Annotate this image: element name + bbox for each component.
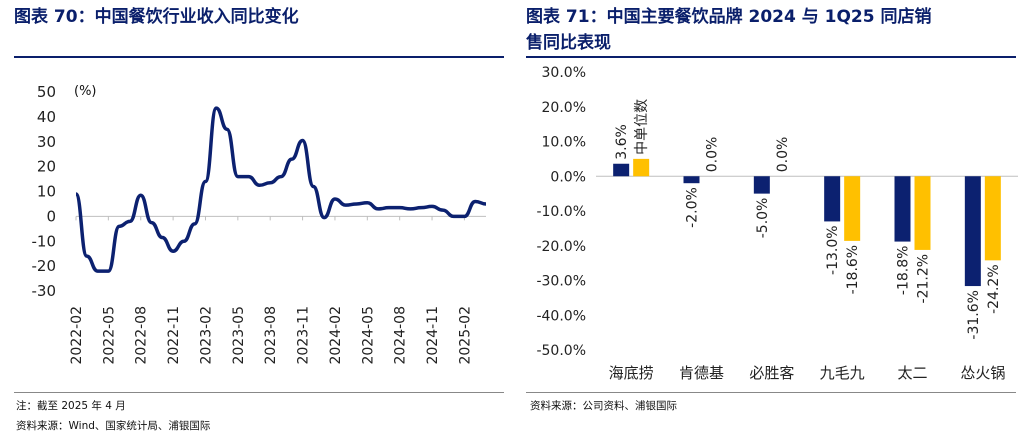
left-y-tick-label: 50 xyxy=(37,83,56,101)
right-bar-2024 xyxy=(824,176,841,222)
left-note-rule xyxy=(14,392,504,393)
left-y-tick-label: -30 xyxy=(32,282,57,300)
left-y-tick-label: 40 xyxy=(37,108,56,126)
right-y-tick-label: -40.0% xyxy=(536,308,586,324)
left-x-tick-label: 2023-11 xyxy=(296,306,312,365)
right-bar-label-1q25: 0.0% xyxy=(775,137,791,173)
right-bar-chart: 30.0% 20.0% 10.0% 0.0% -10.0% -20.0% -30.0% -40… xyxy=(536,65,1018,382)
left-chart-title: 图表 70：中国餐饮行业收入同比变化 xyxy=(14,4,299,30)
right-y-tick-label: -10.0% xyxy=(536,204,586,220)
right-bar-2024 xyxy=(753,176,770,194)
right-bar-label-1q25: -24.2% xyxy=(986,264,1002,314)
right-bar-1q25 xyxy=(844,176,861,241)
right-note-rule xyxy=(526,392,1016,393)
right-chart-title-tag: 图表 71： xyxy=(526,7,607,27)
right-bar-label-1q25: 中单位数 xyxy=(634,99,650,155)
left-x-tick-label: 2023-05 xyxy=(231,306,247,365)
right-y-tick-label: 0.0% xyxy=(550,169,586,185)
left-x-tick-label: 2022-08 xyxy=(134,306,150,365)
left-source: 资料来源：Wind、国家统计局、浦银国际 xyxy=(16,420,211,432)
left-y-tick-label: -20 xyxy=(32,257,57,275)
right-bar-label-2024: -2.0% xyxy=(685,187,701,228)
right-bar-label-2024: -18.8% xyxy=(896,246,912,296)
right-category-label: 海底捞 xyxy=(609,364,654,382)
left-x-tick-label: 2022-05 xyxy=(101,306,117,365)
left-y-tick-label: 0 xyxy=(46,207,56,225)
left-x-tick-label: 2024-08 xyxy=(393,306,409,365)
left-x-tick-label: 2024-02 xyxy=(328,306,344,365)
left-y-tick-label: 10 xyxy=(37,183,56,201)
right-source: 资料来源：公司资料、浦银国际 xyxy=(530,400,677,412)
right-title-rule xyxy=(526,56,1016,58)
right-bar-1q25 xyxy=(633,158,650,177)
left-note: 注：截至 2025 年 4 月 xyxy=(16,400,126,412)
right-y-tick-label: -50.0% xyxy=(536,343,586,359)
right-category-label: 必胜客 xyxy=(749,364,794,382)
left-x-tick-label: 2025-02 xyxy=(457,306,473,365)
left-chart-title-tag: 图表 70： xyxy=(14,7,95,27)
right-chart-title-text-2: 售同比表现 xyxy=(526,33,611,53)
right-bar-2024 xyxy=(964,176,981,287)
left-series-line xyxy=(74,106,487,273)
right-chart-title: 图表 71：中国主要餐饮品牌 2024 与 1Q25 同店销 售同比表现 xyxy=(526,4,1016,56)
right-bar-1q25 xyxy=(984,176,1001,261)
right-bar-label-2024: -31.6% xyxy=(966,290,982,340)
left-x-tick-label: 2023-08 xyxy=(263,306,279,365)
right-bar-2024 xyxy=(683,176,700,184)
right-bar-2024 xyxy=(894,176,911,242)
right-bar-label-2024: -5.0% xyxy=(755,198,771,239)
right-category-label: 怂火锅 xyxy=(960,364,1005,382)
right-bar-2024 xyxy=(613,163,630,177)
right-bar-label-1q25: -21.2% xyxy=(916,254,932,304)
right-chart-title-text: 中国主要餐饮品牌 2024 与 1Q25 同店销 xyxy=(606,7,932,27)
right-bar-label-2024: -13.0% xyxy=(825,225,841,275)
left-unit-label: (%) xyxy=(74,84,97,99)
left-chart-title-text: 中国餐饮行业收入同比变化 xyxy=(94,7,299,27)
right-bar-1q25 xyxy=(914,176,931,250)
right-category-label: 九毛九 xyxy=(820,364,865,382)
right-category-label: 肯德基 xyxy=(679,364,724,382)
right-y-tick-label: 20.0% xyxy=(542,100,586,116)
right-y-tick-label: 30.0% xyxy=(542,65,586,81)
left-x-tick-label: 2024-11 xyxy=(425,306,441,365)
left-x-tick-label: 2022-11 xyxy=(166,306,182,365)
left-x-tick-label: 2023-02 xyxy=(198,306,214,365)
left-title-rule xyxy=(14,56,504,58)
right-bar-label-2024: 3.6% xyxy=(614,124,630,160)
right-y-tick-label: -30.0% xyxy=(536,274,586,290)
left-x-tick-label: 2022-02 xyxy=(69,306,85,365)
right-y-tick-label: -20.0% xyxy=(536,239,586,255)
right-category-label: 太二 xyxy=(897,364,927,382)
left-y-tick-label: 30 xyxy=(37,133,56,151)
right-bar-label-1q25: -18.6% xyxy=(845,245,861,295)
left-y-tick-label: -10 xyxy=(32,232,57,250)
left-y-tick-label: 20 xyxy=(37,158,56,176)
left-x-tick-label: 2024-05 xyxy=(360,306,376,365)
right-bar-label-1q25: 0.0% xyxy=(705,137,721,173)
left-line-chart: (%) 50 40 30 20 10 0 -10 -20 -30 2022-02 2022-05 202… xyxy=(32,83,487,365)
right-y-tick-label: 10.0% xyxy=(542,135,586,151)
